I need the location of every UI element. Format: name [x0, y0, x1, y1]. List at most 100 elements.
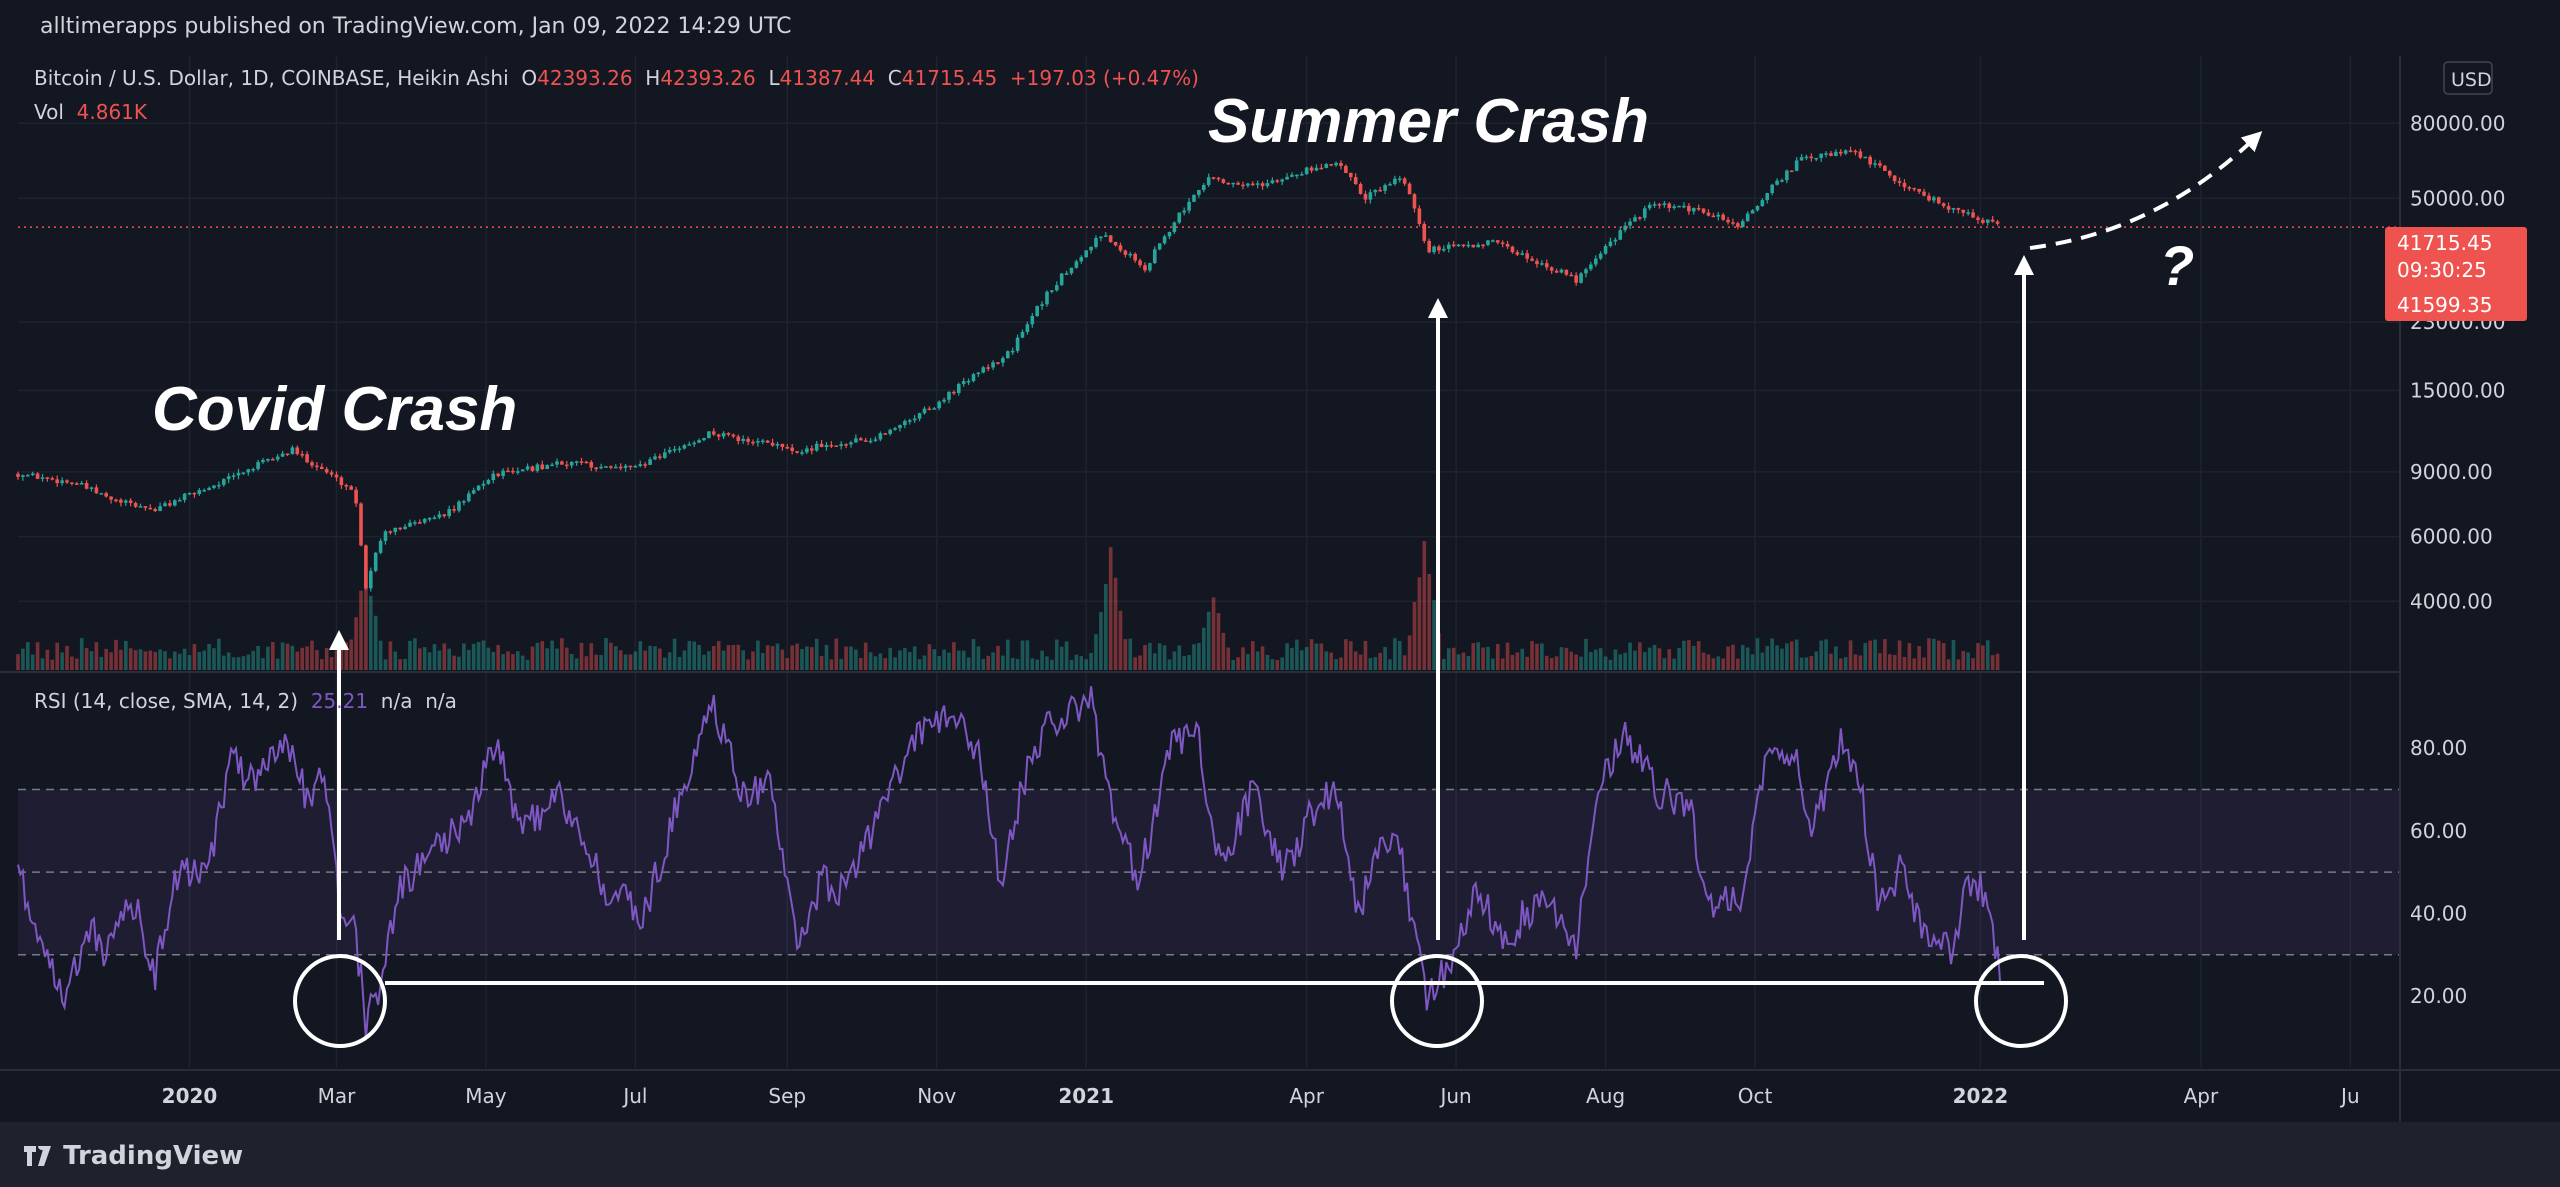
candle-body — [21, 475, 25, 477]
volume-bar — [359, 590, 363, 670]
candle-body — [1515, 252, 1520, 255]
price-tick-label: 4000.00 — [2410, 589, 2493, 613]
volume-bar — [1564, 647, 1569, 670]
volume-bar — [119, 649, 123, 670]
volume-bar — [711, 645, 716, 670]
volume-bar — [1579, 656, 1583, 670]
candle-body — [285, 453, 290, 456]
volume-bar — [756, 640, 760, 670]
symbol-label[interactable]: Bitcoin / U.S. Dollar, 1D, COINBASE, Hei… — [34, 66, 509, 90]
candle-body — [1961, 209, 1966, 213]
candle-body — [854, 438, 858, 443]
volume-bar — [1368, 658, 1373, 670]
time-tick-label: Sep — [768, 1084, 806, 1108]
candle-body — [1339, 162, 1343, 166]
rsi-label[interactable]: RSI (14, close, SMA, 14, 2) — [34, 689, 299, 713]
volume-bar — [511, 654, 515, 670]
volume-bar — [1451, 647, 1456, 670]
volume-bar — [1853, 654, 1858, 670]
candle-body — [383, 531, 388, 541]
candle-body — [824, 444, 829, 448]
volume-bar — [25, 642, 30, 670]
candle-body — [956, 383, 961, 393]
volume-bar — [731, 644, 736, 670]
volume-bar — [574, 658, 579, 670]
candle-body — [501, 470, 505, 477]
volume-bar — [1069, 659, 1074, 670]
volume-bar — [1971, 658, 1975, 670]
volume-bar — [976, 646, 981, 670]
candle-body — [1613, 239, 1618, 242]
candle-body — [1167, 231, 1172, 237]
candle-body — [1740, 221, 1745, 227]
candle-body — [991, 362, 995, 368]
candle-body — [1530, 258, 1534, 261]
candle-body — [368, 570, 373, 589]
volume-label[interactable]: Vol — [34, 100, 64, 124]
volume-bar — [599, 654, 603, 670]
volume-bar — [84, 648, 89, 670]
volume-bar — [1099, 612, 1103, 670]
volume-bar — [158, 649, 162, 670]
rsi-series[interactable] — [17, 686, 2001, 1040]
candle-body — [1736, 223, 1740, 227]
volume-bar — [1966, 652, 1970, 670]
candle-body — [246, 469, 251, 473]
volume-bar — [324, 648, 329, 670]
footer-brand[interactable]: TradingView — [24, 1141, 243, 1171]
candle-body — [364, 545, 368, 589]
candle-body — [1794, 160, 1799, 171]
volume-bar — [21, 648, 25, 670]
candle-body — [1843, 150, 1848, 154]
time-tick-label: 2020 — [162, 1084, 218, 1108]
candle-body — [1878, 163, 1882, 166]
candle-body — [1304, 167, 1309, 175]
volume-bar — [1736, 658, 1740, 670]
volume-bar — [315, 650, 319, 670]
currency-box[interactable] — [2443, 61, 2493, 95]
candle-body — [1838, 151, 1843, 154]
candle-body — [1216, 177, 1221, 180]
candle-body — [153, 509, 157, 512]
rsi-na-1: n/a — [380, 689, 413, 713]
volume-bar — [452, 655, 456, 670]
publish-info: alltimerapps published on TradingView.co… — [40, 14, 792, 39]
candle-body — [1892, 175, 1897, 182]
volume-bar — [780, 649, 785, 670]
candle-body — [1647, 204, 1652, 209]
candle-body — [1540, 263, 1544, 265]
candle-body — [1907, 187, 1912, 189]
candle-body — [1221, 179, 1226, 183]
candle-body — [221, 479, 226, 485]
candle-body — [1809, 156, 1814, 159]
volume-bar — [1363, 641, 1368, 670]
volume-bar — [168, 658, 172, 670]
volume-bar — [1961, 651, 1966, 670]
volume-bar — [687, 640, 692, 670]
candle-body — [417, 522, 422, 524]
candle-body — [1554, 270, 1559, 273]
volume-bar — [89, 651, 94, 670]
volume-bar — [1525, 656, 1529, 670]
candle-body — [1040, 304, 1044, 306]
time-tick-label: May — [465, 1084, 507, 1108]
volume-bar — [858, 657, 863, 670]
candle-body — [775, 443, 780, 446]
volume-bar — [16, 654, 20, 670]
price-tick-label: 9000.00 — [2410, 460, 2493, 484]
candle-series[interactable] — [16, 146, 2400, 592]
volume-bar — [697, 644, 701, 670]
volume-bar — [716, 641, 721, 670]
volume-bar — [1985, 640, 1990, 670]
candle-body — [1417, 208, 1422, 224]
volume-bar — [1682, 640, 1686, 670]
candle-body — [726, 432, 731, 435]
candle-body — [790, 447, 794, 452]
candle-body — [1250, 183, 1255, 186]
volume-bar — [349, 639, 353, 670]
volume-bar — [1662, 658, 1667, 670]
volume-bar — [104, 648, 108, 670]
candle-body — [1549, 267, 1554, 271]
candle-body — [1711, 215, 1716, 218]
